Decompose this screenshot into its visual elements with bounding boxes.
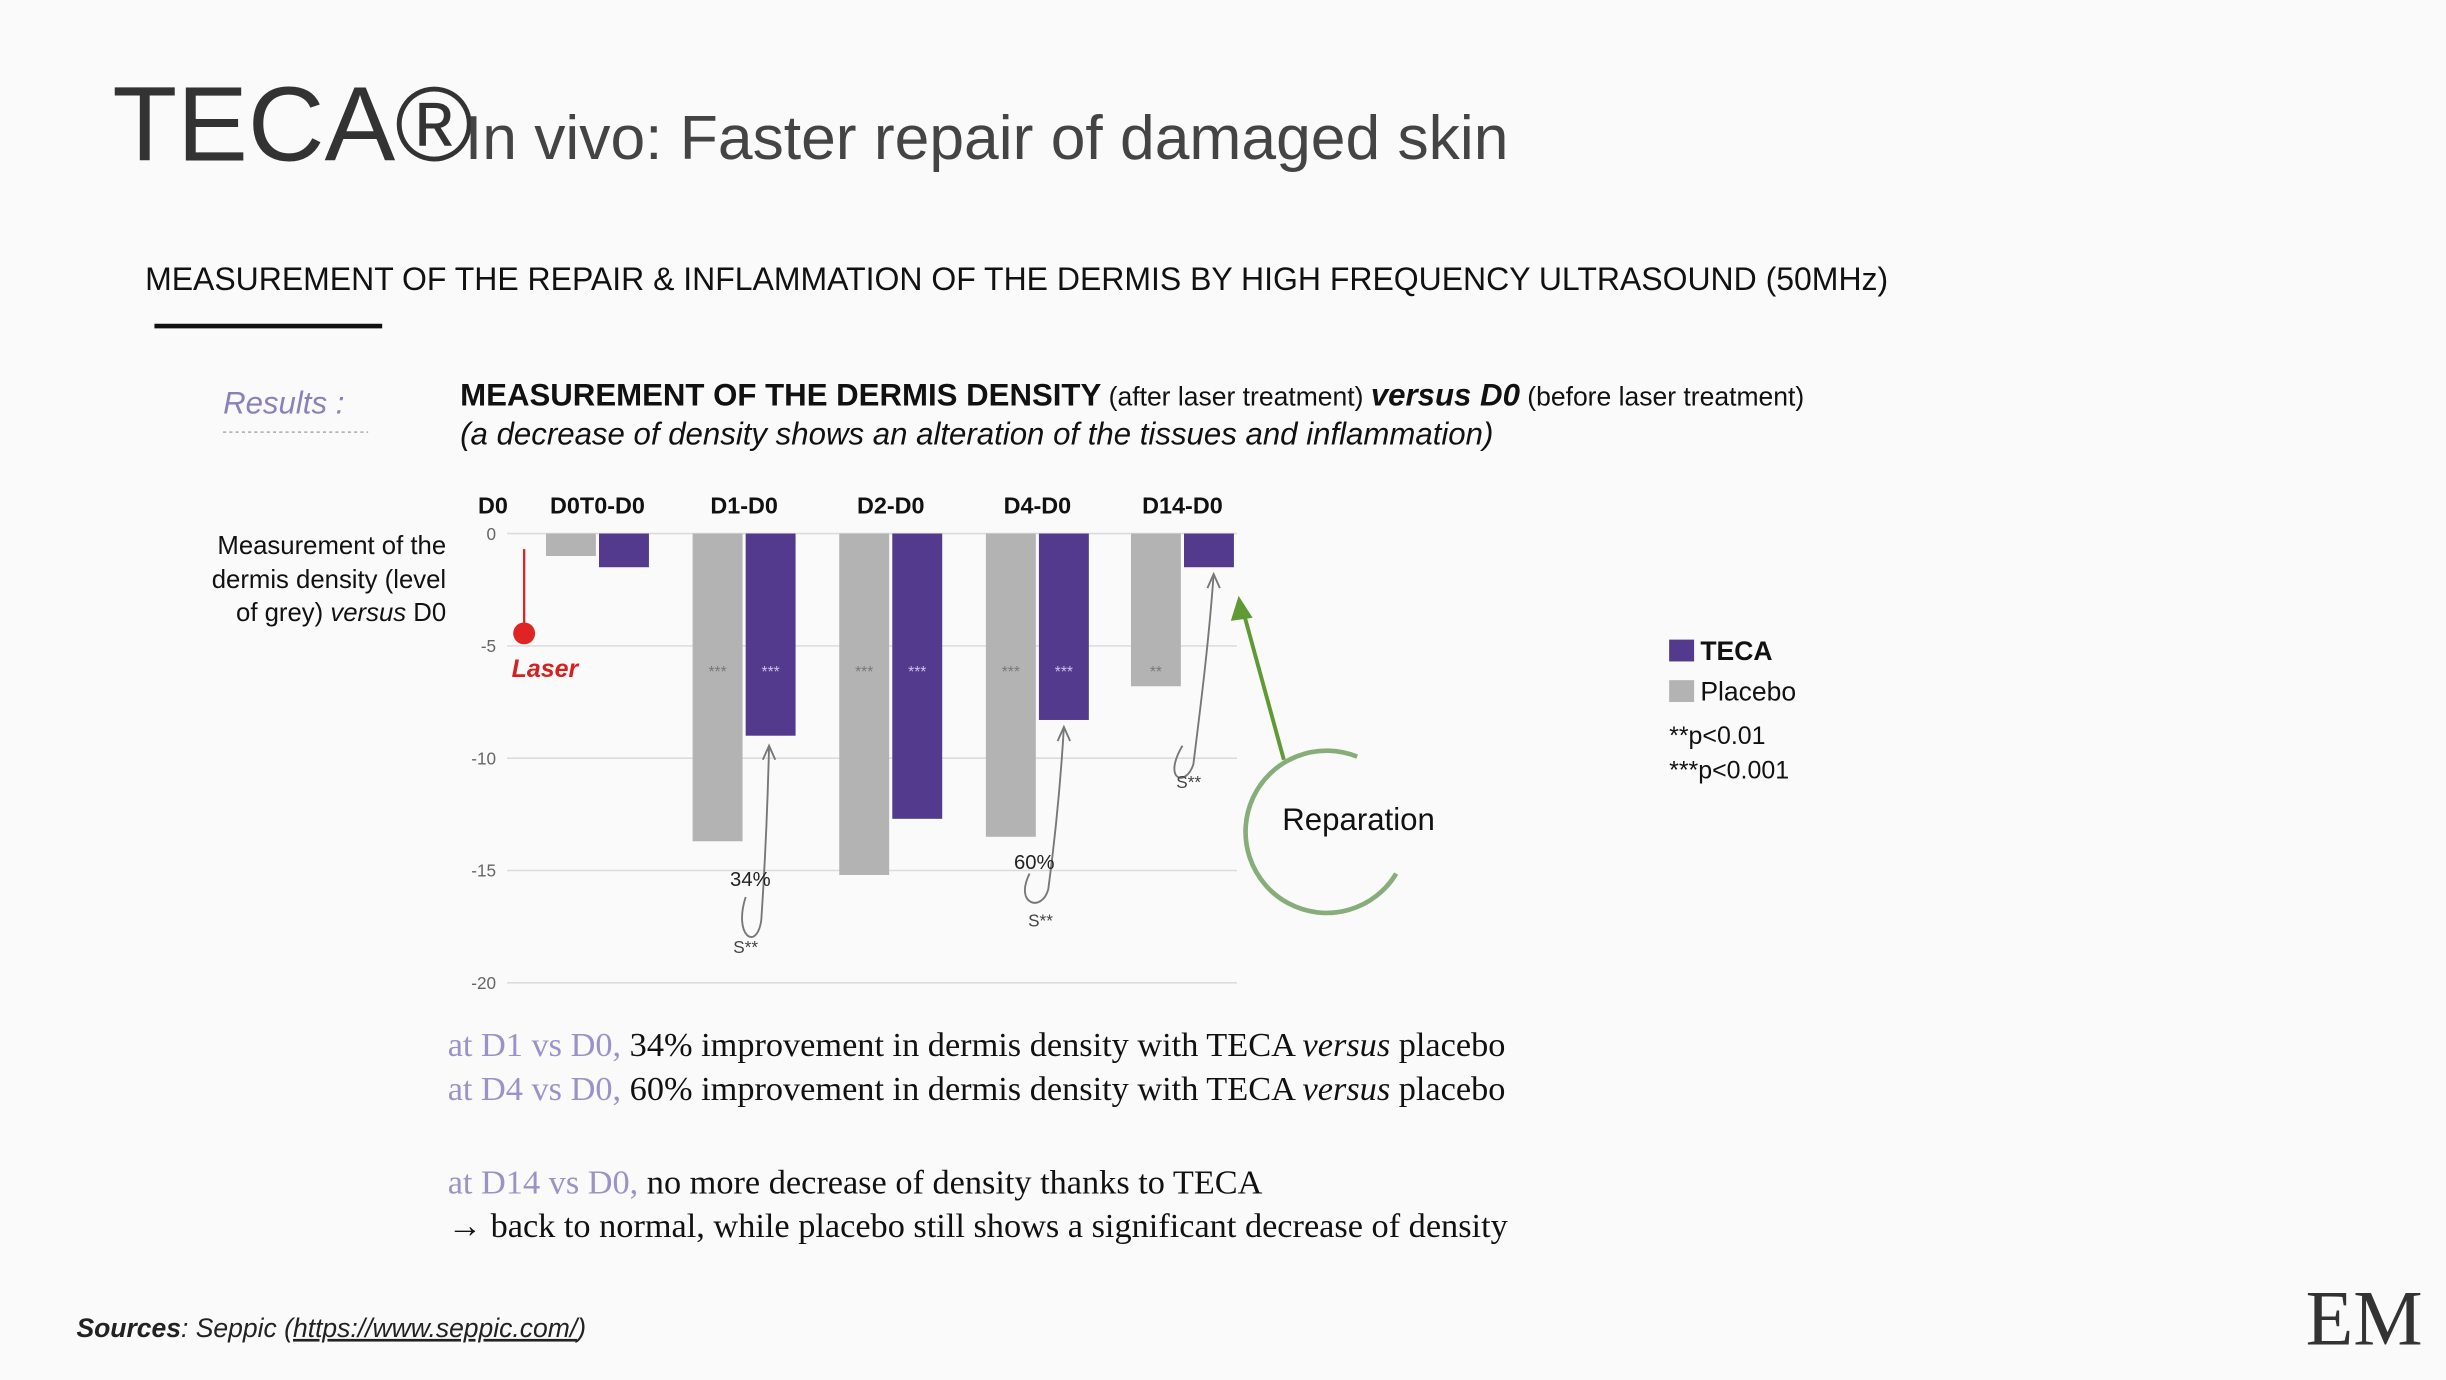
annotation: Laser	[512, 655, 580, 683]
chart-subtitle: (a decrease of density shows an alterati…	[460, 417, 1493, 452]
conclusion-text: no more decrease of density thanks to TE…	[638, 1163, 1262, 1201]
bar	[745, 533, 796, 736]
bar	[599, 533, 649, 568]
bar	[692, 533, 743, 842]
arrow-head	[1056, 724, 1071, 742]
y-label-line: of grey) versus D0	[236, 599, 446, 627]
conclusion-lead: at D14 vs D0,	[448, 1163, 639, 1201]
conclusion-italic: versus	[1303, 1070, 1391, 1108]
sources-text: : Seppic (	[181, 1313, 296, 1343]
y-label-line: dermis density (level	[212, 566, 446, 594]
bar	[545, 533, 596, 557]
significance-label: ***	[708, 664, 726, 681]
annotation: S**	[1176, 772, 1201, 792]
arrow-head	[1206, 571, 1221, 589]
annotation: S**	[1028, 911, 1053, 931]
significance-label: ***	[1002, 664, 1020, 681]
comparison-arrow	[741, 745, 770, 938]
section-title: MEASUREMENT OF THE REPAIR & INFLAMMATION…	[145, 261, 1888, 297]
legend-swatch	[1669, 639, 1695, 662]
y-tick-label: -20	[471, 973, 496, 993]
y-label-line: Measurement of the	[217, 532, 446, 560]
subtitle: In vivo: Faster repair of damaged skin	[465, 104, 1509, 173]
y-tick-label: -10	[471, 748, 496, 768]
comparison-arrow	[1023, 726, 1065, 904]
reparation-arrow	[1241, 611, 1286, 761]
conclusion-lead: at D4 vs D0,	[448, 1070, 621, 1108]
y-label-part: of grey)	[236, 599, 330, 627]
conclusion-italic: versus	[1303, 1026, 1391, 1064]
significance-label: **	[1150, 664, 1162, 681]
x-tick-label: D1-D0	[710, 492, 778, 518]
chart: 0 -5 -10 -15 -20 D0 D0T0-D0 D1-D0 D2-D0 D4-D0 D14-…	[471, 492, 1796, 993]
x-tick-label: D0T0-D0	[550, 492, 645, 518]
y-label-italic: versus	[330, 599, 406, 627]
title: TECA®	[112, 66, 473, 184]
conclusion-line: → back to normal, while placebo still sh…	[448, 1207, 1509, 1245]
logo: EM	[2306, 1276, 2423, 1362]
reparation-arrow-head	[1230, 595, 1253, 621]
title-emphasis: versus D0	[1371, 378, 1521, 413]
conclusion-line: at D14 vs D0, no more decrease of densit…	[448, 1163, 1263, 1201]
x-tick-label: D0	[478, 492, 508, 518]
legend-note: **p<0.01	[1669, 722, 1765, 750]
reparation-arc	[1243, 748, 1399, 916]
x-tick-label: D14-D0	[1142, 492, 1223, 518]
significance-label: ***	[1055, 664, 1073, 681]
significance-label: ***	[762, 664, 780, 681]
conclusion-lead: at D1 vs D0,	[448, 1026, 621, 1064]
sources-label: Sources	[76, 1313, 181, 1343]
sources-end: )	[574, 1313, 586, 1343]
annotation: 60%	[1014, 852, 1055, 874]
conclusion-line: at D4 vs D0, 60% improvement in dermis d…	[448, 1070, 1506, 1108]
chart-title: MEASUREMENT OF THE DERMIS DENSITY (after…	[460, 378, 1804, 413]
conclusion-tail: placebo	[1390, 1026, 1505, 1064]
conclusion-text: → back to normal, while placebo still sh…	[448, 1207, 1509, 1245]
conclusion-text: 34% improvement in dermis density with T…	[621, 1026, 1302, 1064]
arrow-head	[761, 743, 777, 761]
sources-link[interactable]: https://www.seppic.com/	[293, 1313, 580, 1343]
y-tick-label: -5	[481, 636, 496, 656]
title-tail: (before laser treatment)	[1520, 382, 1804, 412]
bar	[985, 533, 1036, 837]
bar	[892, 533, 943, 819]
y-label-part: D0	[406, 599, 446, 627]
significance-label: ***	[855, 664, 873, 681]
conclusion-text: 60% improvement in dermis density with T…	[621, 1070, 1302, 1108]
title-note: (after laser treatment)	[1101, 382, 1371, 412]
y-tick-label: 0	[487, 524, 497, 544]
legend-note: ***p<0.001	[1669, 756, 1789, 784]
legend-label: TECA	[1700, 636, 1772, 666]
comparison-arrow	[1173, 574, 1215, 779]
x-tick-label: D2-D0	[857, 492, 925, 518]
x-tick-label: D4-D0	[1004, 492, 1072, 518]
significance-label: ***	[908, 664, 926, 681]
annotation: 34%	[730, 869, 771, 891]
title-bold: MEASUREMENT OF THE DERMIS DENSITY	[460, 378, 1101, 413]
legend-swatch	[1669, 680, 1695, 703]
bar	[1184, 533, 1234, 568]
results-label: Results :	[223, 385, 344, 420]
conclusions: at D1 vs D0, 34% improvement in dermis d…	[448, 1026, 1509, 1245]
legend-label: Placebo	[1700, 676, 1796, 706]
y-tick-label: -15	[471, 861, 496, 881]
annotation: S**	[733, 937, 758, 957]
conclusion-tail: placebo	[1390, 1070, 1505, 1108]
sources: Sources: Seppic (https://www.seppic.com/…	[76, 1313, 586, 1343]
conclusion-line: at D1 vs D0, 34% improvement in dermis d…	[448, 1026, 1506, 1064]
bar	[839, 533, 890, 875]
bar	[1038, 533, 1089, 720]
bar	[1130, 533, 1181, 687]
laser-dot	[513, 622, 536, 645]
annotation: Reparation	[1282, 802, 1435, 837]
